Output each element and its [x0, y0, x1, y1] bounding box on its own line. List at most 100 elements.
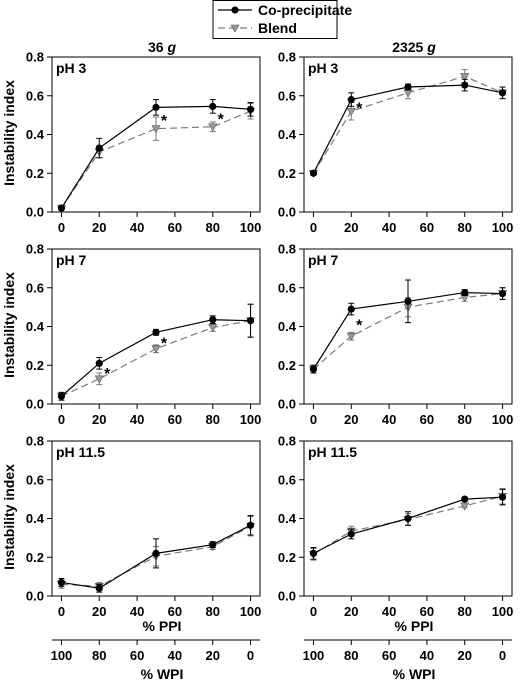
y-tick-label: 0.0	[26, 205, 44, 220]
chart-panel-ph3-36g: pH 3 0.0 0.2 0.4 0.6 0.8 0 20 40 60 80 100 * *	[26, 50, 261, 236]
panel-label: pH 11.5	[308, 444, 357, 460]
y-axis-title-row1: Instability index	[1, 80, 17, 186]
y-tick-label: 0.2	[26, 358, 44, 373]
x-tick-label: 40	[382, 220, 396, 235]
x-tick-label: 40	[130, 220, 144, 235]
y-tick-label: 0.4	[26, 511, 45, 526]
x-tick-label: 80	[457, 604, 471, 619]
significance-star: *	[218, 112, 225, 129]
x-tick-label: 60	[168, 412, 182, 427]
x-tick-label: 80	[457, 412, 471, 427]
panel-label: pH 3	[308, 60, 339, 76]
wpi-tick-label: 0	[499, 648, 506, 663]
data-point-co-precipitate	[95, 584, 103, 592]
wpi-tick-label: 100	[303, 648, 325, 663]
x-tick-label: 80	[457, 220, 471, 235]
x-tick-label: 0	[310, 412, 317, 427]
x-tick-label: 0	[58, 604, 65, 619]
x-tick-label: 100	[492, 412, 514, 427]
data-point-co-precipitate	[246, 317, 255, 325]
x-axis-title-wpi-left: % WPI	[141, 666, 184, 682]
x-tick-label: 20	[344, 412, 358, 427]
significance-star: *	[356, 318, 363, 335]
x-tick-label: 0	[58, 220, 65, 235]
x-axis-title-ppi-right: % PPI	[395, 618, 434, 634]
x-tick-label: 20	[344, 220, 358, 235]
data-point-blend	[151, 125, 161, 134]
y-tick-label: 0.0	[26, 589, 44, 604]
y-tick-label: 0.0	[278, 397, 296, 412]
wpi-tick-label: 60	[382, 648, 396, 663]
y-tick-label: 0.2	[26, 166, 44, 181]
data-point-co-precipitate	[347, 96, 355, 104]
y-axis-title-row3: Instability index	[1, 464, 17, 570]
data-point-co-precipitate	[309, 549, 318, 557]
chart-panel-ph7-36g: pH 7 0.0 0.2 0.4 0.6 0.8 0 20 40 60 80 100 * *	[26, 242, 261, 428]
data-point-co-precipitate	[404, 297, 412, 305]
data-point-co-precipitate	[152, 549, 160, 557]
data-point-co-precipitate	[152, 103, 160, 111]
y-axis-title-row2: Instability index	[1, 272, 17, 378]
column-title-36g: 36 g	[148, 39, 176, 55]
wpi-tick-label: 80	[92, 648, 106, 663]
data-point-co-precipitate	[461, 495, 469, 503]
data-point-co-precipitate	[309, 365, 318, 373]
wpi-tick-label: 0	[247, 648, 254, 663]
legend-co-label: Co-precipitate	[258, 2, 352, 18]
x-tick-label: 20	[344, 604, 358, 619]
chart-panel-ph115-36g: pH 11.5 0.0 0.2 0.4 0.6 0.8 0 20 40 60 80 100	[26, 434, 261, 620]
data-point-co-precipitate	[57, 204, 66, 212]
x-tick-label: 60	[420, 412, 434, 427]
y-tick-label: 0.8	[278, 50, 296, 65]
data-point-co-precipitate	[498, 493, 507, 501]
x-tick-label: 100	[240, 412, 262, 427]
y-tick-label: 0.4	[26, 127, 45, 142]
data-point-co-precipitate	[347, 305, 355, 313]
y-tick-label: 0.6	[278, 280, 296, 295]
data-point-co-precipitate	[152, 328, 160, 336]
x-tick-label: 80	[205, 220, 219, 235]
x-tick-label: 20	[92, 412, 106, 427]
data-point-co-precipitate	[57, 392, 66, 400]
wpi-tick-label: 100	[51, 648, 73, 663]
y-tick-label: 0.4	[278, 127, 297, 142]
wpi-axis-left: 100 80 60 40 20 0	[51, 639, 260, 663]
series-line-blend	[60, 110, 251, 209]
data-point-blend	[460, 73, 470, 81]
chart-panel-ph7-2325g: pH 7 0.0 0.2 0.4 0.6 0.8 0 20 40 60 80 100 *	[278, 242, 513, 428]
panel-label: pH 11.5	[56, 444, 105, 460]
panel-label: pH 7	[308, 252, 339, 268]
x-tick-label: 100	[492, 220, 514, 235]
data-point-co-precipitate	[209, 102, 217, 111]
plot-frame	[51, 248, 261, 405]
data-point-co-precipitate	[461, 288, 469, 297]
significance-star: *	[356, 100, 363, 117]
y-tick-label: 0.0	[278, 589, 296, 604]
y-tick-label: 0.0	[26, 397, 44, 412]
panel-label: pH 7	[56, 252, 87, 268]
x-axis-title-ppi-left: % PPI	[143, 618, 182, 634]
y-tick-label: 0.2	[278, 358, 296, 373]
x-tick-label: 60	[168, 220, 182, 235]
x-tick-label: 80	[205, 412, 219, 427]
data-point-blend	[151, 345, 161, 354]
data-point-co-precipitate	[404, 514, 412, 523]
y-tick-label: 0.6	[278, 472, 296, 487]
wpi-axis-right: 100 80 60 40 20 0	[303, 639, 512, 663]
y-tick-label: 0.4	[278, 319, 297, 334]
data-point-blend	[208, 324, 218, 333]
x-tick-label: 40	[382, 412, 396, 427]
x-tick-label: 100	[240, 220, 262, 235]
wpi-tick-label: 80	[344, 648, 358, 663]
data-point-blend	[208, 123, 218, 132]
column-title-2325g: 2325 g	[392, 39, 436, 55]
data-point-co-precipitate	[246, 105, 255, 113]
data-point-co-precipitate	[57, 578, 66, 587]
y-tick-label: 0.8	[26, 242, 44, 257]
x-tick-label: 0	[58, 412, 65, 427]
y-tick-label: 0.8	[278, 242, 296, 257]
data-point-co-precipitate	[95, 359, 103, 367]
legend-blend-label: Blend	[258, 20, 297, 36]
significance-star: *	[104, 366, 111, 383]
wpi-tick-label: 20	[457, 648, 471, 663]
